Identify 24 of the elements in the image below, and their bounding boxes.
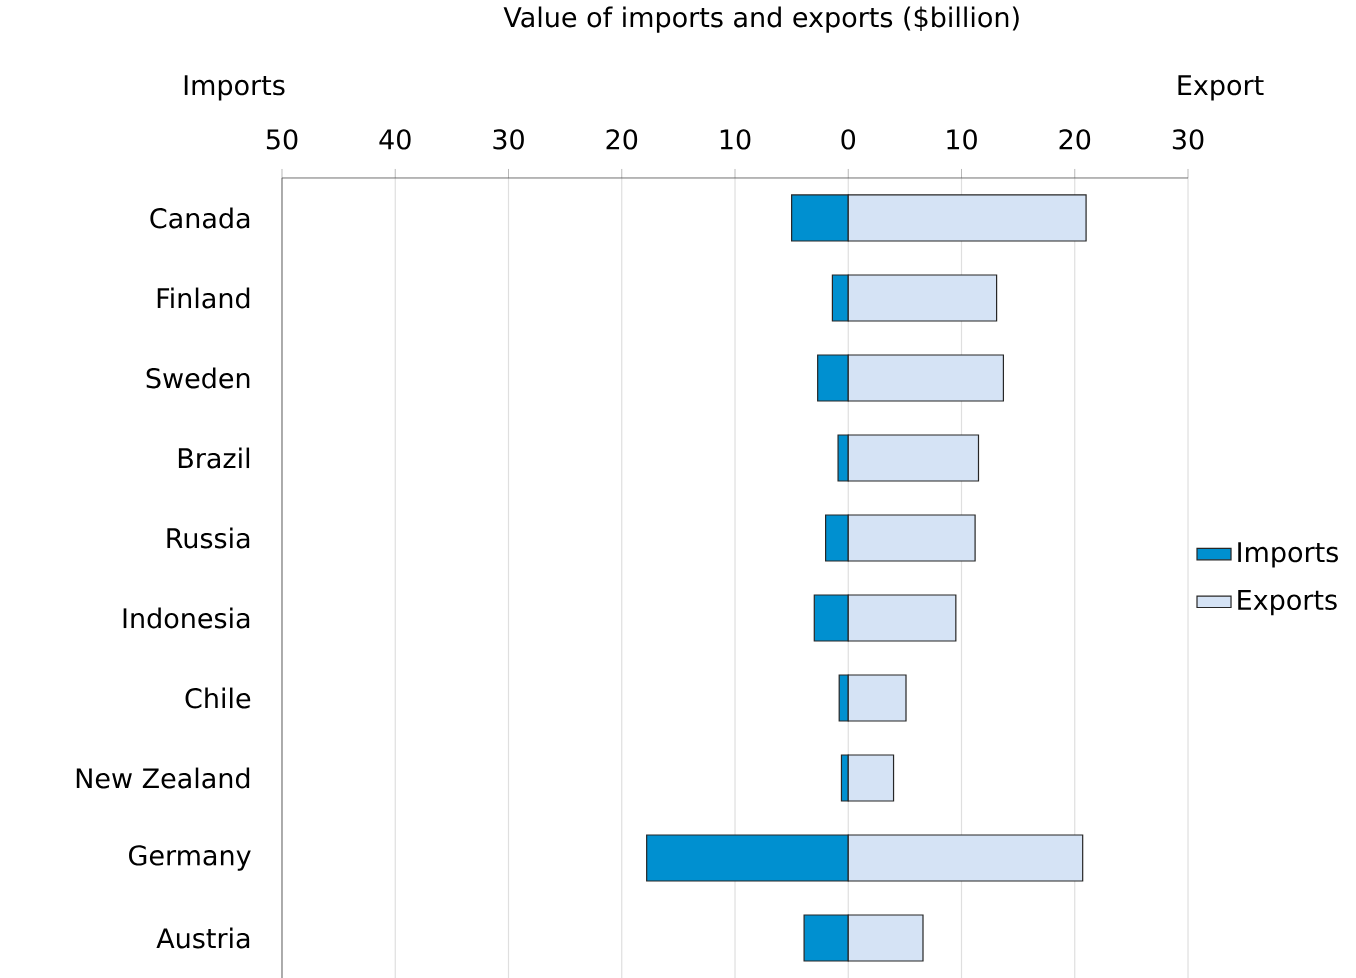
x-tick-label: 30 xyxy=(493,129,524,150)
y-tick-label: Sweden xyxy=(146,367,250,389)
x-tick-label: 20 xyxy=(606,129,638,150)
x-tick-label: 20 xyxy=(1059,129,1091,150)
y-tick-label: Russia xyxy=(167,527,250,549)
y-tick-label: Chile xyxy=(185,687,251,709)
y-tick-label: Germany xyxy=(129,845,251,871)
x-tick-label: 10 xyxy=(720,129,751,150)
x-tick-label: 0 xyxy=(841,129,856,150)
y-tick-label: Indonesia xyxy=(123,607,250,629)
text: Imports xyxy=(184,75,285,101)
x-tick-label: 10 xyxy=(947,129,977,150)
legend-label: Exports xyxy=(1238,589,1337,616)
x-tick-label: 40 xyxy=(379,129,411,150)
chart-title: Value of imports and exports ($billion) xyxy=(503,6,1019,33)
text: Export xyxy=(1178,75,1264,101)
x-tick-label: 50 xyxy=(266,129,298,150)
legend-label: Imports xyxy=(1238,542,1338,568)
y-tick-label: Finland xyxy=(157,287,250,309)
y-tick-label: Austria xyxy=(156,927,250,949)
y-tick-label: New Zealand xyxy=(76,767,250,789)
y-tick-label: Canada xyxy=(150,207,250,229)
y-tick-label: Brazil xyxy=(178,447,250,469)
x-tick-label: 30 xyxy=(1172,129,1204,150)
